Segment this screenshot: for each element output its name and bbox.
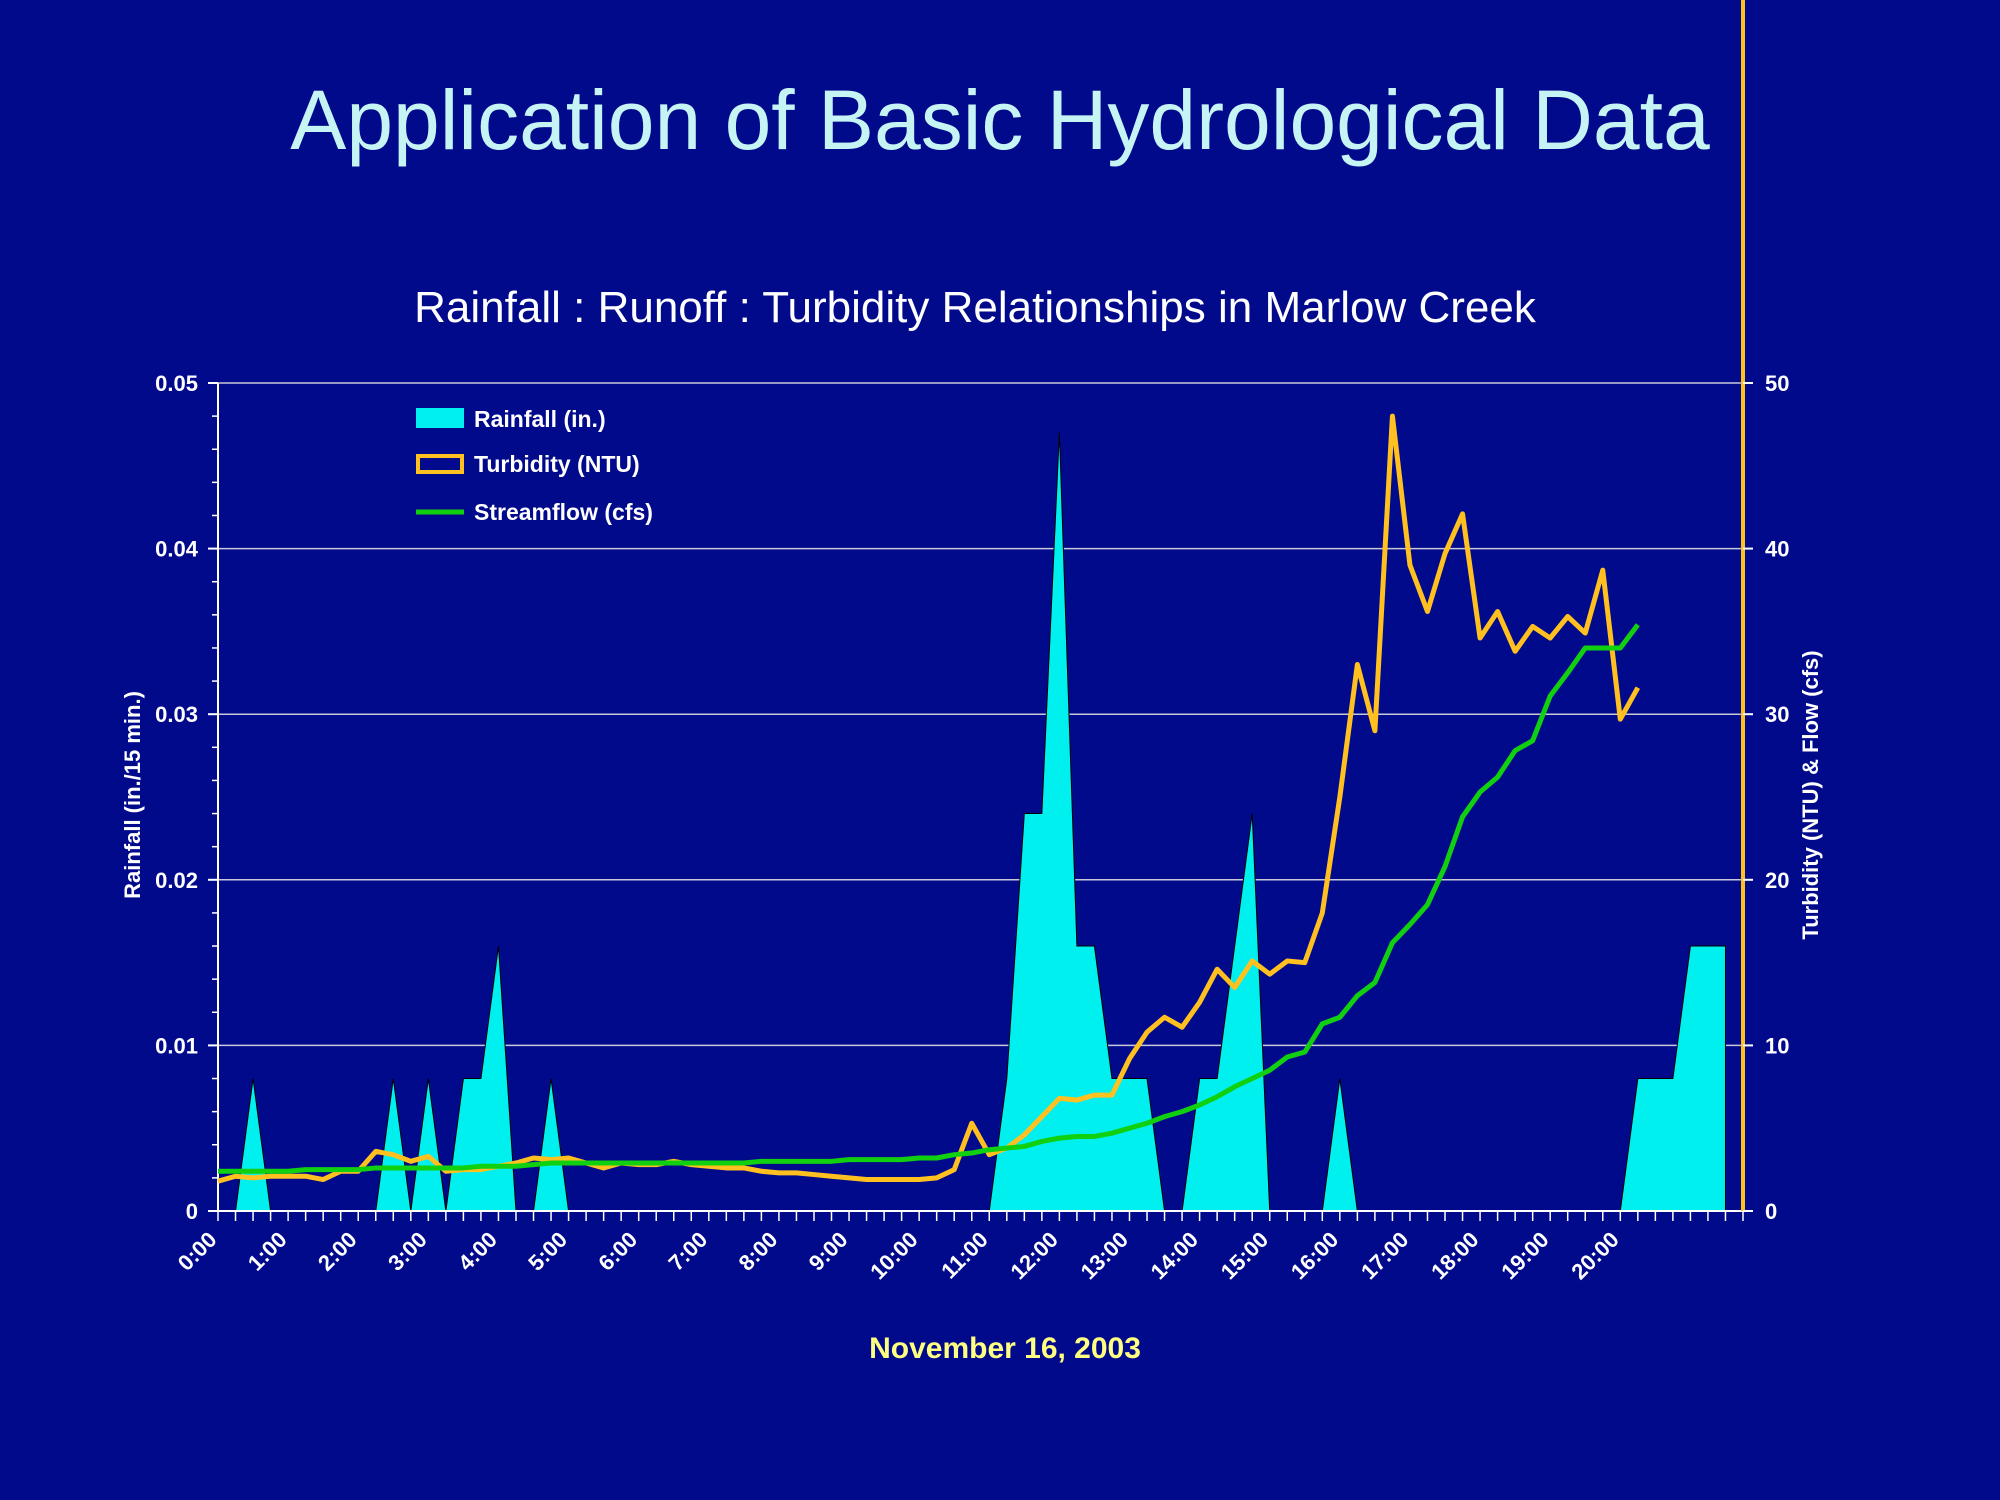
x-tick-label: 17:00 [1356,1227,1413,1284]
legend: Rainfall (in.) Turbidity (NTU) Streamflow … [416,406,653,525]
x-tick-label: 4:00 [453,1227,502,1276]
x-tick-label: 12:00 [1005,1227,1062,1284]
legend-label: Turbidity (NTU) [474,451,640,477]
streamflow-line [218,623,1640,1174]
x-tick-label: 10:00 [865,1227,922,1284]
y-axis-label-left: Rainfall (in./15 min.) [120,691,145,899]
right-tick-label: 40 [1765,537,1789,562]
axes [217,383,1744,1212]
chart-title: Rainfall : Runoff : Turbidity Relationsh… [414,283,1537,332]
legend-label: Streamflow (cfs) [474,499,653,525]
left-axis-ticks: 0 0.01 0.02 0.03 0.04 0.05 [155,371,218,1224]
x-tick-label: 0:00 [173,1227,222,1276]
rainfall-series [218,432,1726,1212]
slide-title: Application of Basic Hydrological Data [290,73,1710,167]
x-tick-label: 9:00 [804,1227,853,1276]
x-tick-label: 13:00 [1076,1227,1133,1284]
legend-label: Rainfall (in.) [474,406,606,432]
left-tick-label: 0 [186,1199,198,1224]
left-tick-label: 0.02 [155,868,198,893]
x-tick-label: 1:00 [243,1227,292,1276]
right-tick-label: 30 [1765,702,1789,727]
right-tick-label: 20 [1765,868,1789,893]
right-tick-label: 10 [1765,1033,1789,1058]
legend-turbidity-swatch [416,454,464,474]
right-tick-label: 50 [1765,371,1789,396]
left-tick-label: 0.03 [155,702,198,727]
turbidity-line [217,413,1641,1184]
left-tick-label: 0.04 [155,537,199,562]
x-axis-ticks: 0:00 1:00 2:00 3:00 4:00 5:00 6:00 7:00 8:00 9:00… [173,1211,1744,1284]
x-tick-label: 8:00 [734,1227,783,1276]
legend-rainfall-swatch [416,408,464,428]
left-tick-label: 0.05 [155,371,198,396]
gridlines [218,382,1743,1047]
rainfall-area [218,432,1726,1212]
x-tick-label: 6:00 [593,1227,642,1276]
x-tick-label: 19:00 [1496,1227,1553,1284]
right-axis-ticks: 0 10 20 30 40 50 [1743,371,1789,1224]
x-tick-label: 18:00 [1426,1227,1483,1284]
x-tick-label: 16:00 [1286,1227,1343,1284]
x-axis-label: November 16, 2003 [869,1332,1141,1365]
right-tick-label: 0 [1765,1199,1777,1224]
x-tick-label: 2:00 [313,1227,362,1276]
x-tick-label: 7:00 [664,1227,713,1276]
x-tick-label: 15:00 [1216,1227,1273,1284]
x-tick-label: 20:00 [1566,1227,1623,1284]
x-tick-label: 5:00 [523,1227,572,1276]
y-axis-label-right: Turbidity (NTU) & Flow (cfs) [1798,650,1823,939]
left-tick-label: 0.01 [155,1033,198,1058]
line-series [217,0,1745,1211]
x-tick-label: 3:00 [383,1227,432,1276]
x-tick-label: 14:00 [1146,1227,1203,1284]
x-tick-label: 11:00 [936,1227,993,1284]
